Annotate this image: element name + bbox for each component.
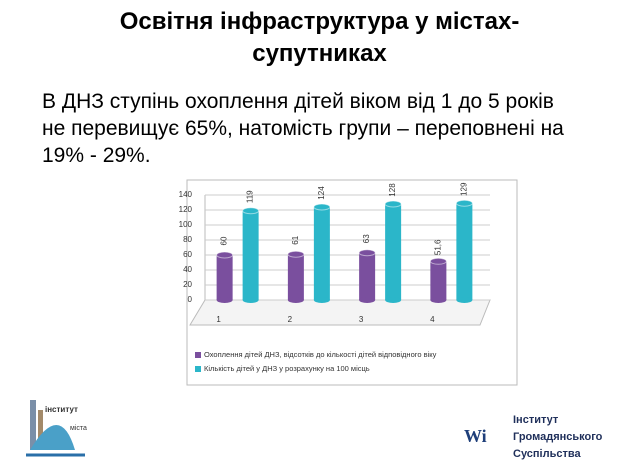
slide-text: В ДНЗ ступінь охоплення дітей віком від …: [42, 90, 564, 167]
data-label: 129: [459, 182, 468, 196]
bar-top: [358, 249, 376, 257]
right-logo: Wi Інститут Громадянського Суспільства: [464, 414, 603, 460]
bar: [242, 210, 259, 300]
logo-text: Інститут: [513, 414, 559, 426]
bar-base: [456, 297, 473, 303]
legend-label: Охоплення дітей ДНЗ, відсотків до кілько…: [204, 350, 437, 359]
x-tick-label: 1: [216, 315, 221, 324]
data-label: 60: [220, 236, 229, 245]
data-label: 128: [388, 183, 397, 197]
slide-title: Освітня інфраструктура у містах-супутник…: [119, 8, 520, 67]
bar-top: [313, 203, 331, 211]
bar-base: [242, 297, 259, 303]
y-tick-label: 40: [183, 265, 192, 274]
bar-base: [216, 297, 233, 303]
logo-text: інститут: [45, 405, 78, 414]
y-tick-label: 80: [183, 235, 192, 244]
svg-text:Wi: Wi: [464, 426, 487, 446]
bar-top: [216, 251, 234, 259]
logo-text: Суспільства: [513, 448, 581, 460]
y-tick-label: 100: [179, 220, 193, 229]
bar-top: [429, 257, 447, 265]
y-tick-label: 0: [188, 295, 193, 304]
bar: [287, 254, 304, 300]
data-label: 63: [362, 234, 371, 243]
x-tick-label: 4: [430, 315, 435, 324]
bar-base: [359, 297, 376, 303]
y-tick-label: 120: [179, 205, 193, 214]
bar-top: [242, 207, 260, 215]
bar-base: [385, 297, 402, 303]
bar-base: [313, 297, 330, 303]
legend-swatch: [195, 366, 201, 372]
x-tick-label: 3: [359, 315, 364, 324]
bar: [313, 207, 330, 300]
data-label: 51,6: [433, 239, 442, 255]
data-label: 119: [246, 190, 255, 203]
bar: [456, 203, 473, 300]
left-logo: інститут міста: [26, 400, 87, 457]
bar: [430, 261, 447, 300]
bar-top: [287, 250, 305, 258]
data-label: 61: [291, 235, 300, 244]
chart-floor: [189, 299, 491, 326]
legend-swatch: [195, 352, 201, 358]
y-tick-label: 20: [183, 280, 192, 289]
bar-base: [430, 297, 447, 303]
y-tick-label: 140: [179, 190, 193, 199]
y-tick-label: 60: [183, 250, 192, 259]
bar-top: [384, 200, 402, 208]
logo-text: Громадянського: [513, 431, 603, 443]
bar-top: [455, 199, 473, 207]
bar: [359, 252, 376, 300]
x-tick-label: 2: [288, 315, 293, 324]
legend-label: Кількість дітей у ДНЗ у розрахунку на 10…: [204, 364, 370, 373]
bar-base: [287, 297, 304, 303]
bar: [216, 255, 233, 300]
bar: [385, 204, 402, 300]
data-label: 124: [317, 186, 326, 200]
logo-text: міста: [70, 424, 87, 432]
